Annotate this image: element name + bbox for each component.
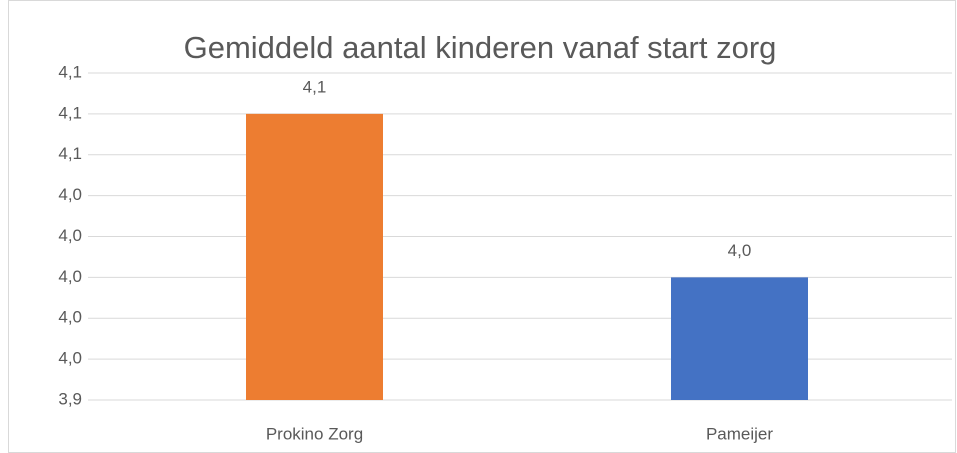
chart-title: Gemiddeld aantal kinderen vanaf start zo…: [184, 30, 777, 65]
y-tick-label: 3,9: [58, 389, 82, 408]
y-tick-label: 4,1: [58, 62, 82, 81]
chart-border: [8, 0, 956, 453]
y-tick-label: 4,0: [58, 185, 82, 204]
y-tick-label: 4,1: [58, 144, 82, 163]
y-tick-label: 4,0: [58, 226, 82, 245]
data-label: 4,0: [728, 241, 752, 260]
x-tick-label: Pameijer: [706, 424, 773, 443]
data-label: 4,1: [303, 77, 327, 96]
y-tick-label: 4,0: [58, 308, 82, 327]
x-tick-label: Prokino Zorg: [266, 424, 363, 443]
y-tick-label: 4,1: [58, 103, 82, 122]
bar: [671, 277, 808, 400]
bar: [246, 113, 383, 400]
y-tick-label: 4,0: [58, 349, 82, 368]
y-tick-label: 4,0: [58, 267, 82, 286]
